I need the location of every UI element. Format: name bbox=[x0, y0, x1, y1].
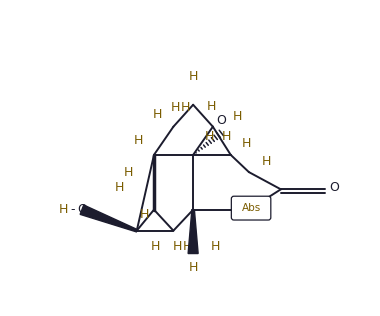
Text: H: H bbox=[115, 181, 124, 194]
Text: H: H bbox=[221, 130, 231, 143]
Text: H: H bbox=[124, 166, 134, 179]
Text: H: H bbox=[232, 110, 242, 123]
Polygon shape bbox=[188, 210, 198, 253]
Text: H: H bbox=[59, 203, 68, 216]
Text: H: H bbox=[207, 100, 217, 113]
Text: O: O bbox=[216, 114, 226, 127]
Text: H: H bbox=[242, 137, 251, 150]
Text: O: O bbox=[329, 181, 339, 194]
Text: H: H bbox=[183, 240, 192, 253]
Text: H: H bbox=[171, 101, 180, 114]
Text: H: H bbox=[211, 240, 220, 253]
Text: Abs: Abs bbox=[241, 203, 261, 213]
Text: H: H bbox=[140, 208, 149, 221]
Text: H: H bbox=[262, 155, 271, 167]
Polygon shape bbox=[80, 205, 137, 232]
Text: H: H bbox=[180, 101, 190, 114]
Text: H: H bbox=[152, 108, 162, 121]
Text: H: H bbox=[151, 240, 160, 253]
Text: O: O bbox=[77, 203, 87, 216]
Text: H: H bbox=[173, 240, 182, 253]
Text: H: H bbox=[134, 134, 143, 147]
Text: H: H bbox=[188, 70, 198, 83]
Text: H: H bbox=[205, 130, 214, 143]
Text: -: - bbox=[70, 203, 75, 216]
FancyBboxPatch shape bbox=[231, 196, 271, 220]
Text: H: H bbox=[188, 261, 198, 274]
